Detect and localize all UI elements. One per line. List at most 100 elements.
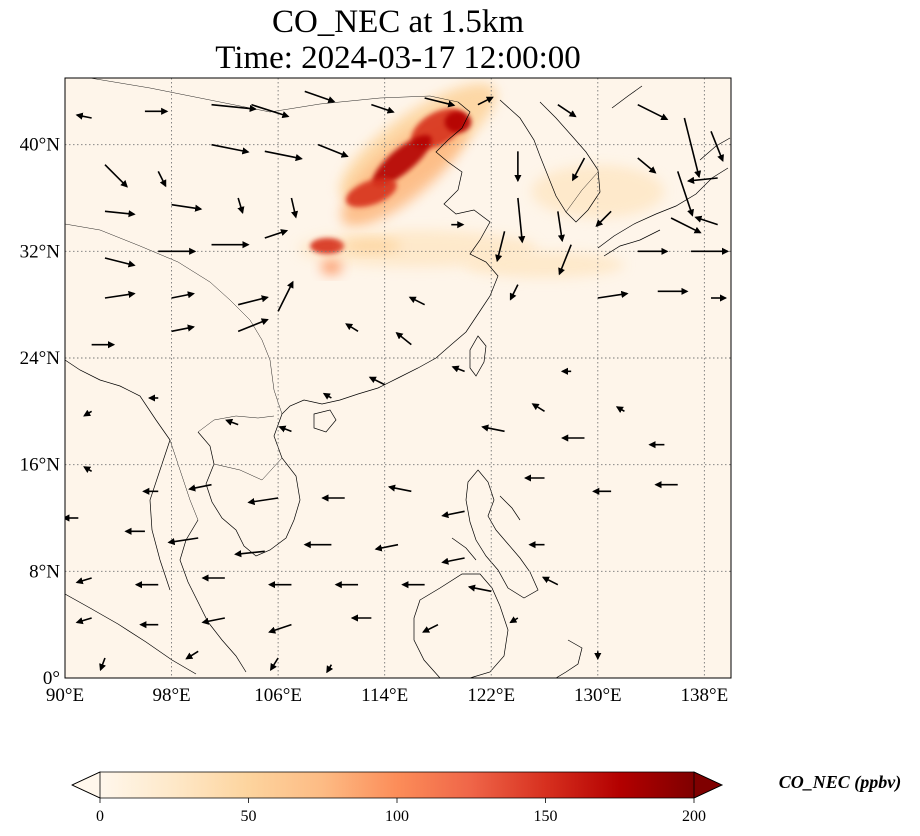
concentration-plume [310,238,345,254]
wind-vector-arrow [467,584,492,593]
concentration-plume [464,251,625,278]
longitude-tick-label: 90°E [46,685,84,706]
wind-vector-arrow [234,550,265,558]
latitude-tick-labels: 0° 8°N 16°N 24°N 32°N 40°N [20,135,61,689]
wind-vector-arrow [317,143,349,158]
longitude-tick-label: 106°E [254,685,302,706]
concentration-plume [444,111,472,133]
wind-vector-arrow [637,157,657,174]
wind-vector-arrow [422,623,439,633]
wind-vector-arrow [441,557,465,565]
wind-vector-arrow [408,296,425,306]
wind-vector-arrow [710,131,724,163]
wind-vector-arrow [531,403,545,413]
wind-vector-arrow [441,510,465,519]
latitude-tick-label: 32°N [20,241,61,262]
wind-vector-arrow [541,576,559,586]
wind-vector-arrow [251,103,290,119]
colorbar-tick-label: 0 [96,808,104,825]
coastlines [65,85,731,678]
wind-vector-arrow [368,376,386,386]
wind-vector-arrow [167,537,199,546]
longitude-tick-label: 114°E [361,685,408,706]
wind-vector-arrow [595,210,612,228]
concentration-plume [372,134,432,187]
wind-vector-arrow [517,197,526,244]
wind-vector-arrow [597,290,629,299]
colorbar-label: CO_NEC (ppbv) [779,772,902,793]
latitude-tick-label: 24°N [20,348,61,369]
concentration-plume [342,239,401,253]
colorbar-tick-label: 50 [241,808,257,825]
concentration-plume [345,178,397,208]
wind-vector-arrow [387,484,412,493]
wind-vector-arrow [104,164,128,188]
wind-vector-arrow [374,543,399,552]
wind-vector-arrow [157,170,167,188]
latitude-tick-label: 16°N [20,455,61,476]
wind-vector-arrow [264,150,303,162]
wind-vector-arrow [686,176,718,184]
wind-vector-arrow [264,229,289,239]
wind-vector-arrow [237,197,245,215]
wind-vector-arrow [424,97,456,108]
wind-vector-arrow [83,466,93,473]
wind-vector-arrow [451,365,465,373]
wind-vector-arrow [188,483,212,492]
wind-vector-arrow [495,231,506,263]
wind-vector-arrow [277,280,294,312]
colorbar: 0 50 100 150 200 CO_NEC (ppbv) [71,771,902,825]
wind-vector-arrow [304,90,336,104]
wind-vector-arrow [83,409,93,417]
wind-vector-arrow [509,284,519,301]
wind-vector-arrow [171,324,195,333]
wind-vector-arrow [322,392,332,400]
wind-vector-arrow [345,323,359,333]
wind-vector-arrow [268,623,292,634]
wind-vector-arrow [557,211,565,243]
wind-vector-arrow [104,210,136,218]
map-time-label: Time: 2024-03-17 12:00:00 [215,40,581,76]
colorbar-tick-label: 100 [385,808,409,825]
colorbar-tick-label: 200 [682,808,706,825]
wind-vector-arrow [557,104,577,118]
wind-vector-arrow [104,257,136,268]
wind-vector-arrow [637,103,669,121]
country-borders [65,78,599,521]
wind-vector-arrow [371,103,395,114]
wind-vector-arrow [395,332,412,346]
concentration-field [298,83,665,278]
wind-vector-arrow [558,244,572,276]
wind-vector-arrow [99,657,106,672]
wind-vector-arrow [104,290,136,299]
wind-vector-arrow [171,291,195,299]
wind-vector-arrow [237,295,269,306]
latitude-tick-label: 0° [43,668,60,689]
wind-vector-arrow [211,103,257,113]
wind-vector-arrow [572,157,586,182]
wind-vector-arrow [270,657,279,671]
wind-vector-arrow [201,617,225,625]
longitude-tick-labels: 90°E 98°E 106°E 114°E 122°E 130°E 138°E [46,685,728,706]
map-frame [64,77,732,679]
longitude-tick-label: 130°E [574,685,622,706]
wind-vector-arrow [247,497,279,506]
colorbar-ticks: 0 50 100 150 200 [96,798,706,825]
wind-vector-arrow [211,143,250,155]
wind-vector-arrow [75,617,92,625]
wind-vector-arrow [676,171,694,217]
wind-vector-arrow [481,424,505,433]
wind-vector-arrow [278,425,292,433]
wind-vector-arrow [509,616,519,624]
longitude-tick-label: 138°E [681,685,729,706]
wind-vector-arrow [185,650,199,660]
latitude-tick-label: 40°N [20,135,61,156]
concentration-plume [320,260,343,275]
graticule [65,78,731,678]
wind-vector-arrow [670,217,702,234]
colorbar-extend-high [693,771,723,799]
colorbar-extend-low [71,771,101,799]
latitude-tick-label: 8°N [29,561,60,582]
map-title: CO_NEC at 1.5km [271,4,525,40]
